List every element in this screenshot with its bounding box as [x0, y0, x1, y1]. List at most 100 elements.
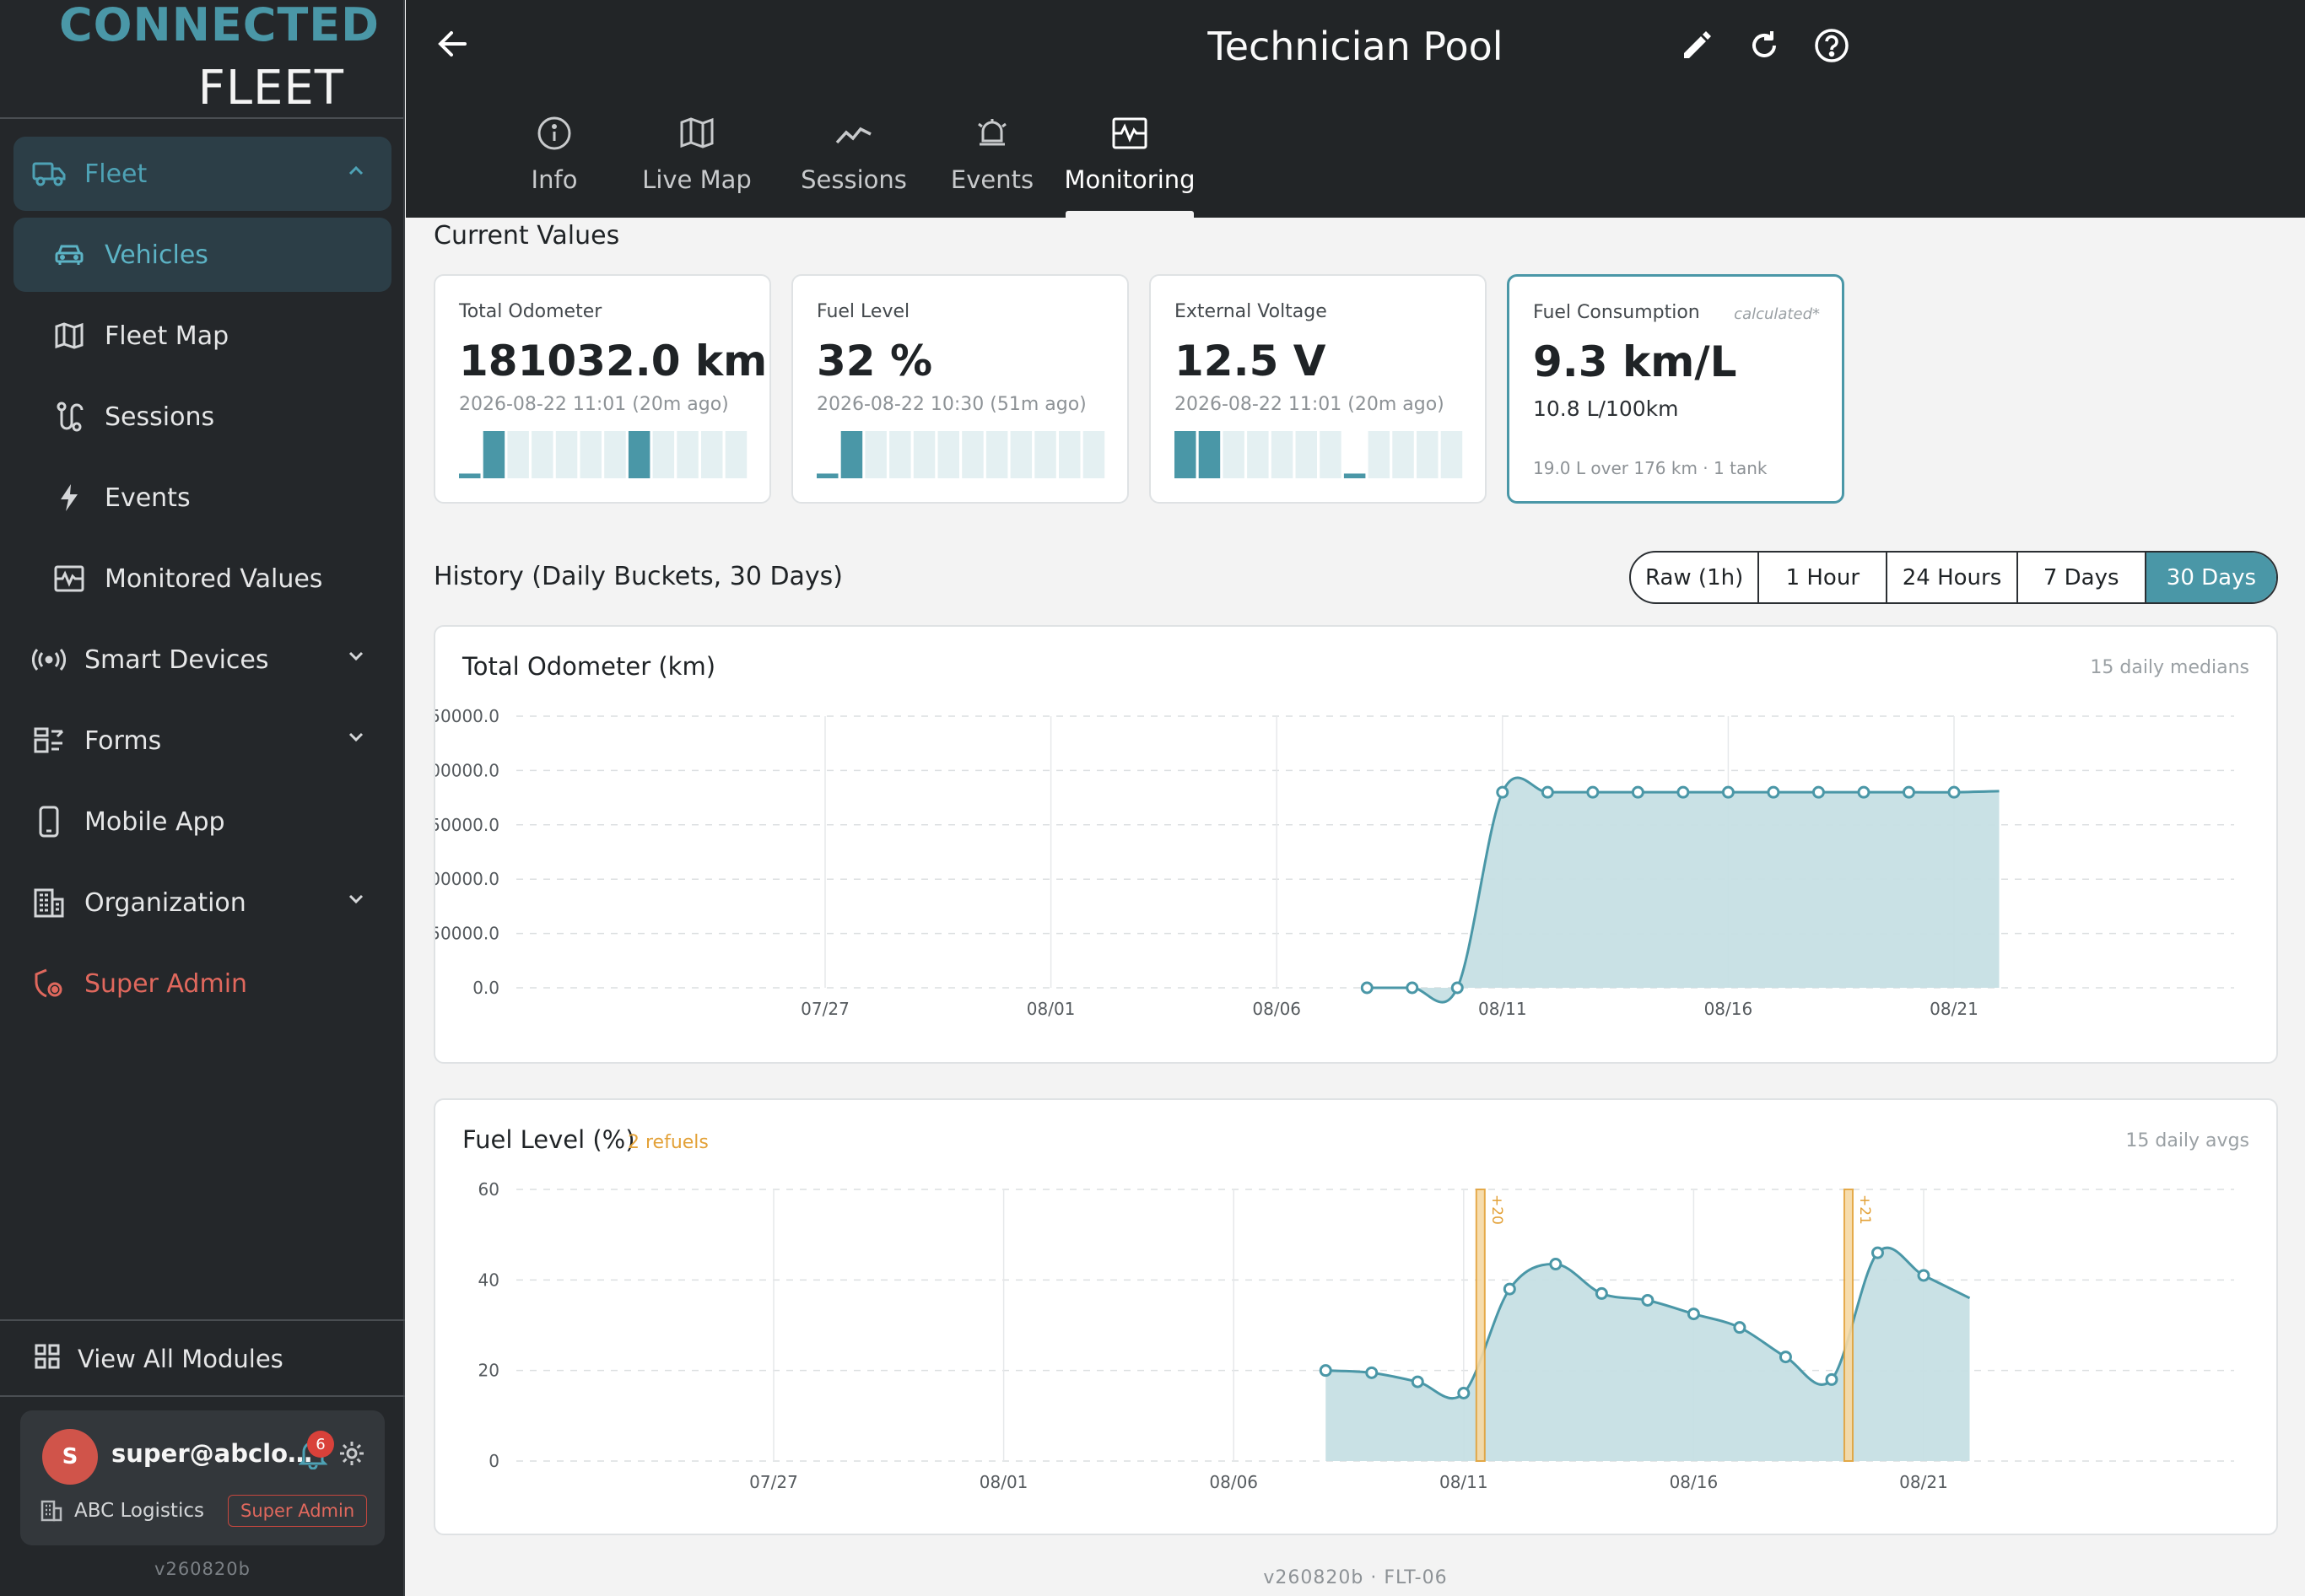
sidebar-item-label: Fleet [84, 159, 147, 189]
view-all-modules-label: View All Modules [78, 1345, 283, 1373]
sidebar-item-fleet[interactable]: Fleet [13, 137, 391, 211]
metric-card-total-odometer[interactable]: Total Odometer 181032.0 km 2026-08-22 11… [434, 274, 771, 504]
tab-sessions[interactable]: Sessions [774, 110, 934, 218]
sidebar-item-sessions[interactable]: Sessions [13, 380, 391, 454]
tab-label: Info [532, 165, 578, 194]
monitor-icon [51, 560, 88, 597]
sidebar-item-smart-devices[interactable]: Smart Devices [13, 623, 391, 697]
tab-info[interactable]: Info [512, 110, 596, 218]
sparkline [459, 431, 749, 478]
current-values-title: Current Values [434, 221, 619, 251]
calculated-tag: calculated* [1734, 305, 1820, 323]
range-raw-1h-button[interactable]: Raw (1h) [1631, 553, 1759, 602]
trend-icon [834, 110, 873, 157]
data-point [1542, 787, 1552, 797]
spark-bar-empty [1011, 431, 1033, 478]
data-point [1813, 787, 1823, 797]
metric-value: 12.5 V [1174, 337, 1325, 386]
gear-icon[interactable] [337, 1439, 366, 1471]
view-all-modules-button[interactable]: View All Modules [0, 1321, 405, 1397]
range-1-hour-button[interactable]: 1 Hour [1759, 553, 1887, 602]
spark-bar-empty [1368, 431, 1390, 478]
sidebar-item-mobile-app[interactable]: Mobile App [13, 785, 391, 859]
tab-monitoring[interactable]: Monitoring [1066, 110, 1194, 218]
metric-label: Fuel Level [817, 301, 910, 322]
x-tick-label: 07/27 [801, 999, 850, 1019]
data-point [1903, 787, 1914, 797]
spark-bar [817, 473, 839, 478]
spark-bar-empty [865, 431, 887, 478]
spark-bar [1174, 431, 1196, 478]
sidebar-item-label: Sessions [105, 402, 214, 432]
range-24-hours-button[interactable]: 24 Hours [1887, 553, 2017, 602]
data-point [1872, 1248, 1882, 1258]
y-tick-label: 150000.0 [435, 815, 499, 835]
sidebar-item-monitored-values[interactable]: Monitored Values [13, 542, 391, 616]
chart-title: Total Odometer (km) [462, 652, 715, 681]
data-point [1643, 1295, 1653, 1305]
tab-events[interactable]: Events [929, 110, 1055, 218]
sidebar-item-fleet-map[interactable]: Fleet Map [13, 299, 391, 373]
sidebar: CONNECTED FLEET Fleet Vehicles Fleet Map… [0, 0, 405, 1596]
fuel-level-chart[interactable]: 60 40 20 0 07/27 08/01 08/06 08/11 08/16 08/21 +20… [435, 1100, 2280, 1537]
edit-pencil-icon[interactable] [1676, 25, 1717, 66]
metric-card-fuel-consumption[interactable]: Fuel Consumption calculated* 9.3 km/L 10… [1507, 274, 1844, 504]
sidebar-item-organization[interactable]: Organization [13, 865, 391, 940]
tab-live-map[interactable]: Live Map [617, 110, 777, 218]
x-tick-label: 08/11 [1439, 1472, 1488, 1492]
spark-bar-empty [986, 431, 1008, 478]
spark-bar [841, 431, 863, 478]
spark-bar-empty [1083, 431, 1105, 478]
history-title: History (Daily Buckets, 30 Days) [434, 562, 843, 591]
page-title: Technician Pool [406, 24, 2305, 69]
spark-bar [1199, 431, 1221, 478]
spark-bar-empty [1296, 431, 1318, 478]
sparkline [1174, 431, 1465, 478]
data-point [1459, 1388, 1469, 1399]
role-badge: Super Admin [228, 1495, 367, 1527]
bolt-icon [51, 479, 88, 516]
spark-bar [629, 431, 650, 478]
tab-label: Monitoring [1064, 165, 1195, 194]
sidebar-divider [0, 1395, 405, 1397]
sidebar-item-super-admin[interactable]: Super Admin [13, 946, 391, 1021]
metric-value: 32 % [817, 337, 932, 386]
data-point [1452, 983, 1462, 993]
data-point [1723, 787, 1733, 797]
range-7-days-button[interactable]: 7 Days [2018, 553, 2146, 602]
sidebar-item-forms[interactable]: Forms [13, 704, 391, 778]
refresh-icon[interactable] [1744, 25, 1784, 66]
series-area [1367, 778, 1999, 1002]
data-point [1633, 787, 1643, 797]
brand-logo[interactable]: CONNECTED FLEET [0, 0, 403, 119]
spark-bar-empty [1223, 431, 1244, 478]
range-30-days-button[interactable]: 30 Days [2146, 553, 2276, 602]
avatar[interactable]: S [42, 1429, 98, 1485]
refuel-marker [1476, 1189, 1485, 1461]
spark-bar-empty [1320, 431, 1341, 478]
sidebar-item-label: Forms [84, 726, 161, 756]
y-tick-label: 0.0 [472, 978, 499, 998]
spark-bar-empty [677, 431, 699, 478]
x-tick-label: 08/21 [1930, 999, 1978, 1019]
spark-bar-empty [889, 431, 911, 478]
page-header: Technician Pool Info Live Map Sessions E… [406, 0, 2305, 218]
sidebar-item-vehicles[interactable]: Vehicles [13, 218, 391, 292]
metric-timestamp: 2026-08-22 11:01 (20m ago) [1174, 394, 1444, 415]
sidebar-item-label: Monitored Values [105, 564, 322, 594]
metric-card-fuel-level[interactable]: Fuel Level 32 % 2026-08-22 10:30 (51m ag… [791, 274, 1129, 504]
y-tick-label: 40 [478, 1270, 499, 1290]
sidebar-item-events[interactable]: Events [13, 461, 391, 535]
spark-bar-empty [556, 431, 578, 478]
metric-timestamp: 2026-08-22 10:30 (51m ago) [817, 394, 1087, 415]
user-email[interactable]: super@abclogistics.com [111, 1439, 317, 1468]
spark-bar-empty [962, 431, 984, 478]
help-icon[interactable] [1811, 25, 1852, 66]
metric-secondary-value: 10.8 L/100km [1533, 396, 1679, 421]
building-icon [30, 884, 67, 921]
spark-bar-empty [653, 431, 675, 478]
metric-card-external-voltage[interactable]: External Voltage 12.5 V 2026-08-22 11:01… [1149, 274, 1487, 504]
spark-bar [1344, 473, 1366, 478]
odometer-chart[interactable]: 250000.0 200000.0 150000.0 100000.0 50000.0 0… [435, 627, 2280, 1065]
spark-bar [483, 431, 505, 478]
